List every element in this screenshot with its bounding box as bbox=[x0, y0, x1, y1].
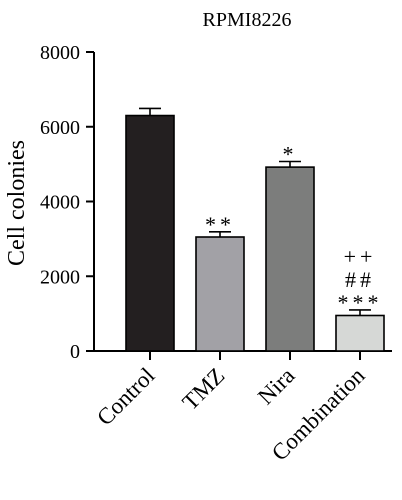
y-tick-label: 0 bbox=[70, 341, 80, 363]
bar-nira bbox=[265, 166, 315, 352]
x-tick-label-control: Control bbox=[92, 363, 159, 430]
significance-mark-combination: ## bbox=[345, 267, 375, 292]
bars bbox=[125, 114, 385, 352]
chart-title: RPMI8226 bbox=[203, 9, 292, 31]
significance-mark-nira: * bbox=[283, 142, 298, 167]
bar-control bbox=[125, 114, 175, 352]
y-tick-label: 8000 bbox=[40, 42, 80, 64]
x-tick-label-tmz: TMZ bbox=[178, 363, 230, 415]
error-bars bbox=[139, 107, 371, 316]
significance-annotations: ******##++ bbox=[205, 142, 383, 315]
y-tick-label: 2000 bbox=[40, 266, 80, 288]
x-tick-label-nira: Nira bbox=[253, 363, 300, 410]
y-axis-label: Cell colonies bbox=[4, 140, 30, 266]
bar-tmz bbox=[195, 236, 245, 352]
y-tick-label: 6000 bbox=[40, 117, 80, 139]
y-tick-label: 4000 bbox=[40, 192, 80, 214]
significance-mark-tmz: ** bbox=[205, 212, 235, 237]
axes: 0 2000 4000 6000 8000 bbox=[40, 42, 392, 363]
bar-combination bbox=[335, 314, 385, 352]
significance-mark-combination: *** bbox=[338, 290, 383, 315]
significance-mark-combination: ++ bbox=[344, 244, 377, 269]
